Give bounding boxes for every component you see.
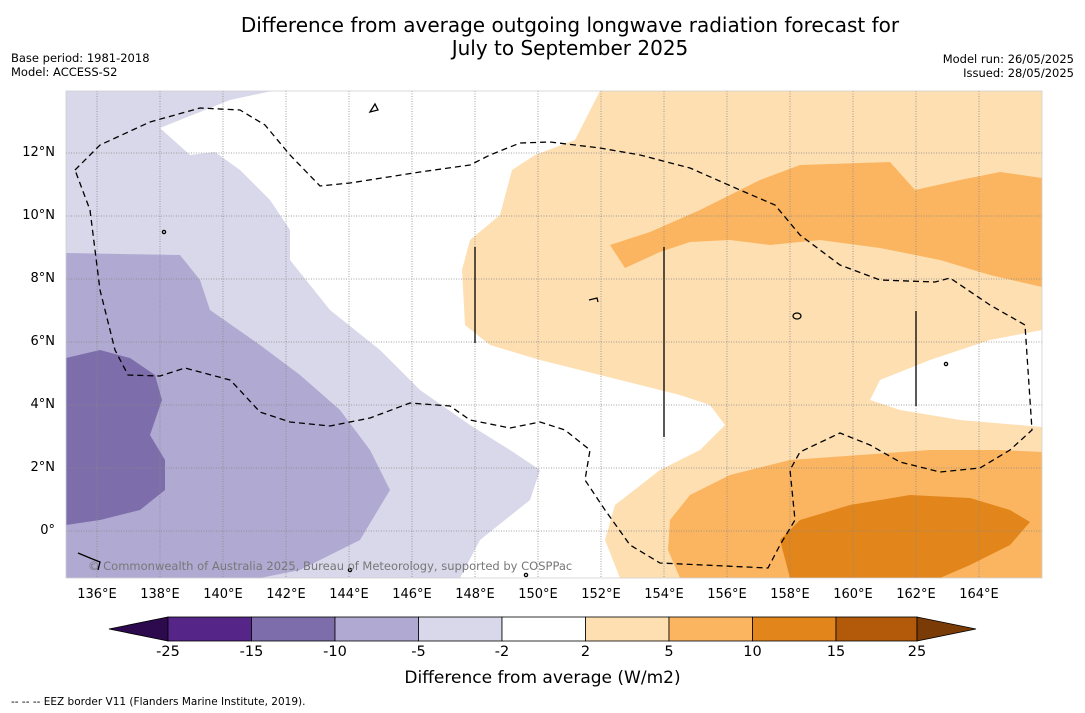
x-tick-label: 144°E [329, 587, 369, 602]
x-tick-label: 158°E [770, 587, 810, 602]
colorbar-title: Difference from average (W/m2) [404, 668, 681, 688]
x-tick-label: 156°E [707, 587, 747, 602]
colorbar-label: -2 [494, 644, 510, 660]
colorbar-bin [752, 616, 837, 642]
title-line-2: July to September 2025 [451, 36, 689, 60]
y-tick-label: 6°N [30, 334, 56, 349]
colorbar-bin [418, 616, 503, 642]
issued-date: Issued: 28/05/2025 [963, 66, 1074, 80]
colorbar-label: -5 [411, 644, 426, 660]
eez-footnote: -- -- -- EEZ border V11 (Flanders Marine… [11, 696, 306, 708]
x-tick-label: 160°E [833, 587, 873, 602]
y-tick-label: 0° [40, 523, 55, 538]
eez-borders [74, 107, 1033, 569]
colorbar-label: -10 [323, 644, 347, 660]
y-tick-label: 4°N [30, 397, 56, 412]
colorbar [108, 616, 977, 642]
colorbar-bin [585, 616, 670, 642]
colorbar-label: 10 [743, 644, 762, 660]
contour-neg-10-to-15 [66, 350, 165, 525]
islands [77, 102, 949, 578]
x-tick-label: 164°E [959, 587, 999, 602]
map-frame [65, 90, 1043, 579]
colorbar-bin [668, 616, 753, 642]
gridlines [66, 91, 1042, 578]
y-tick-label: 10°N [22, 208, 55, 223]
y-tick-label: 12°N [22, 145, 55, 160]
x-tick-label: 140°E [203, 587, 243, 602]
copyright-notice: © Commonwealth of Australia 2025, Bureau… [88, 559, 572, 573]
colorbar-bin [501, 616, 586, 642]
colorbar-bin [167, 616, 252, 642]
x-tick-label: 142°E [266, 587, 306, 602]
model-name: Model: ACCESS-S2 [11, 65, 118, 79]
colorbar-label: -25 [156, 644, 180, 660]
colorbar-label: -15 [239, 644, 264, 660]
x-tick-label: 154°E [644, 587, 684, 602]
base-period: Base period: 1981-2018 [11, 51, 150, 65]
colorbar-label: 5 [664, 644, 674, 660]
x-tick-label: 152°E [581, 587, 621, 602]
x-tick-label: 150°E [518, 587, 558, 602]
colorbar-under-arrow [108, 616, 169, 642]
y-tick-label: 2°N [30, 460, 56, 475]
x-tick-label: 138°E [140, 587, 180, 602]
x-tick-label: 162°E [896, 587, 936, 602]
colorbar-bin [251, 616, 336, 642]
colorbar-label: 15 [826, 644, 846, 660]
colorbar-bin [835, 616, 918, 642]
x-tick-label: 148°E [455, 587, 495, 602]
colorbar-label: 2 [580, 644, 591, 660]
map-area: © Commonwealth of Australia 2025, Bureau… [66, 91, 1042, 578]
contour-pos-10-to-15 [780, 495, 1030, 578]
contour-pos-5-to-10-north [610, 162, 1042, 287]
x-tick-label: 146°E [392, 587, 432, 602]
meta-left: Base period: 1981-2018 Model: ACCESS-S2 [11, 51, 150, 79]
y-tick-label: 8°N [30, 271, 56, 286]
map-title: Difference from average outgoing longwav… [0, 14, 1085, 60]
meta-right: Model run: 26/05/2025 Issued: 28/05/2025 [943, 52, 1074, 80]
colorbar-label: 25 [907, 644, 927, 660]
colorbar-over-arrow [916, 616, 977, 642]
model-run: Model run: 26/05/2025 [942, 52, 1074, 66]
colorbar-bin [334, 616, 419, 642]
x-tick-label: 136°E [77, 587, 117, 602]
title-line-1: Difference from average outgoing longwav… [240, 13, 900, 37]
